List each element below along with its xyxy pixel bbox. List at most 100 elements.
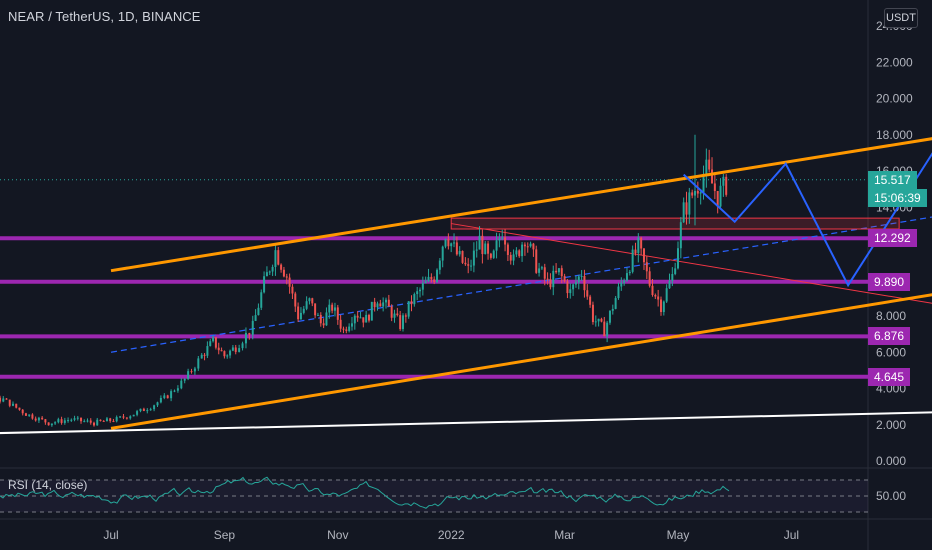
candle-body xyxy=(438,260,441,270)
candle-body xyxy=(540,267,543,269)
candle-body xyxy=(166,395,169,399)
candle-body xyxy=(176,388,179,391)
candle-body xyxy=(299,312,302,320)
candle-body xyxy=(421,283,424,290)
y-tick-label: 20.000 xyxy=(876,92,913,106)
candle-body xyxy=(15,403,18,408)
candle-body xyxy=(532,243,535,250)
candle-body xyxy=(642,248,645,263)
candle-body xyxy=(708,159,711,170)
candle-body xyxy=(119,416,122,418)
candle-body xyxy=(711,169,714,184)
candle-body xyxy=(492,250,495,258)
candle-body xyxy=(586,290,589,297)
candle-body xyxy=(433,279,436,282)
candle-body xyxy=(651,285,654,295)
candle-body xyxy=(41,417,44,420)
candle-body xyxy=(83,421,86,423)
candle-body xyxy=(149,409,152,411)
rsi-indicator-label[interactable]: RSI (14, close) xyxy=(8,478,88,492)
candle-body xyxy=(444,239,447,247)
candle-body xyxy=(238,348,241,352)
candle-body xyxy=(450,243,453,247)
candle-body xyxy=(254,315,257,321)
candle-body xyxy=(314,303,317,316)
candle-body xyxy=(640,237,643,249)
currency-unit-button[interactable]: USDT xyxy=(884,8,918,28)
candle-body xyxy=(153,405,156,410)
candle-body xyxy=(543,267,546,279)
candle-body xyxy=(348,326,351,331)
chart-title: NEAR / TetherUS, 1D, BINANCE xyxy=(8,9,201,24)
candle-body xyxy=(713,183,716,192)
candle-body xyxy=(129,416,132,419)
candle-body xyxy=(413,294,416,305)
candle-body xyxy=(359,317,362,319)
x-tick-label: May xyxy=(667,528,690,542)
candle-body xyxy=(353,315,356,324)
rsi-tick-label: 50.00 xyxy=(876,489,906,503)
x-tick-label: Nov xyxy=(327,528,348,542)
candle-body xyxy=(419,289,422,292)
candle-body xyxy=(31,414,34,419)
candle-body xyxy=(54,422,57,424)
candle-body xyxy=(200,354,203,359)
candle-body xyxy=(461,250,464,263)
candle-body xyxy=(336,307,339,320)
candle-body xyxy=(447,239,450,247)
candle-body xyxy=(37,417,40,421)
candle-body xyxy=(159,397,162,403)
candle-body xyxy=(57,419,60,423)
candle-body xyxy=(112,420,115,422)
y-tick-label: 8.000 xyxy=(876,309,906,323)
y-tick-label: 18.000 xyxy=(876,128,913,142)
level-tag-4645: 4.645 xyxy=(868,367,911,386)
candle-body xyxy=(115,417,118,422)
candle-body xyxy=(384,299,387,303)
candle-body xyxy=(702,176,705,193)
candle-body xyxy=(311,298,314,304)
candle-body xyxy=(319,314,322,324)
candle-body xyxy=(552,270,555,288)
candle-body xyxy=(282,269,285,277)
candle-body xyxy=(637,237,640,254)
last-price-tag: 15.517 xyxy=(868,170,917,189)
candle-body xyxy=(659,299,662,313)
candle-body xyxy=(142,408,145,412)
candle-body xyxy=(350,323,353,327)
candle-body xyxy=(677,248,679,269)
x-tick-label: Jul xyxy=(784,528,799,542)
candle-body xyxy=(495,240,498,251)
candle-body xyxy=(231,347,234,351)
candle-body xyxy=(367,314,370,321)
candle-body xyxy=(572,284,575,290)
candle-body xyxy=(60,419,63,423)
candle-body xyxy=(96,419,99,426)
x-tick-label: Sep xyxy=(214,528,236,542)
candle-body xyxy=(696,190,699,194)
candle-body xyxy=(453,242,456,244)
candle-body xyxy=(416,291,419,295)
candle-body xyxy=(475,249,478,251)
candle-body xyxy=(617,286,620,299)
candle-body xyxy=(122,416,125,418)
candle-body xyxy=(260,292,263,308)
candle-body xyxy=(396,313,399,316)
candle-body xyxy=(268,271,271,273)
resistance-zone-box xyxy=(450,217,900,230)
candle-body xyxy=(80,417,83,422)
candle-body xyxy=(44,419,47,423)
candle-body xyxy=(557,268,560,273)
candle-body xyxy=(241,343,244,349)
candle-body xyxy=(302,308,305,313)
candle-body xyxy=(271,266,274,272)
candle-body xyxy=(109,418,112,421)
candle-body xyxy=(0,397,2,402)
candle-body xyxy=(716,191,719,207)
candle-body xyxy=(657,296,660,300)
candle-body xyxy=(470,265,473,267)
candle-body xyxy=(523,244,526,247)
rsi-line xyxy=(0,476,730,509)
level-tag-9890: 9.890 xyxy=(868,272,911,291)
